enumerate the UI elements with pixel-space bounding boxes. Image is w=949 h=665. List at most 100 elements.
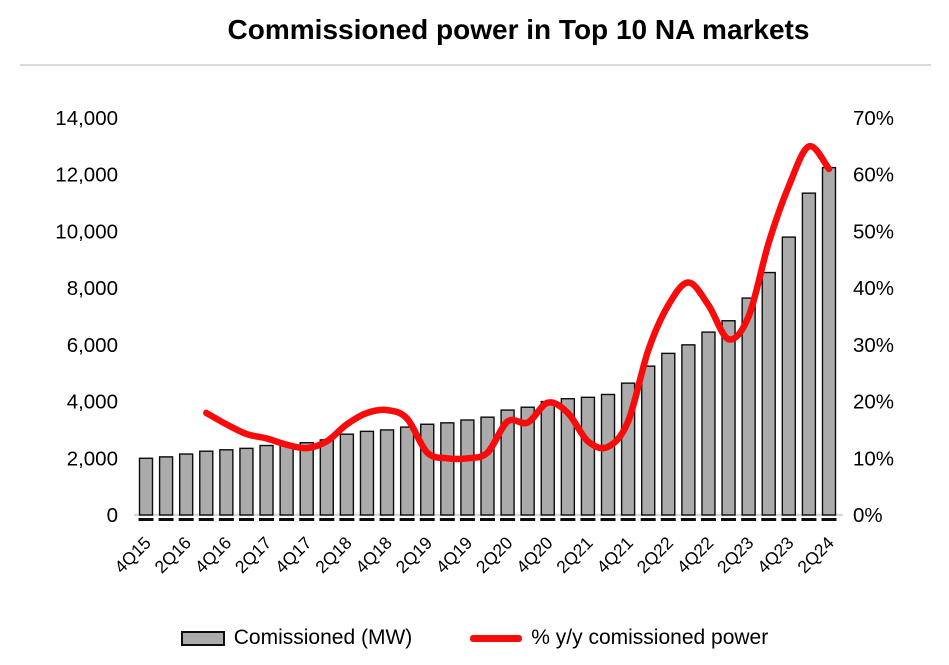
legend-line-label: % y/y comissioned power bbox=[531, 626, 769, 649]
x-axis-tick-dash-2Q23 bbox=[741, 518, 757, 521]
legend-item-yoy: % y/y comissioned power bbox=[470, 626, 768, 650]
x-axis-label-4Q18: 4Q18 bbox=[351, 533, 395, 577]
bar-3Q17 bbox=[279, 443, 294, 516]
title-divider bbox=[20, 64, 931, 66]
bar-2Q21 bbox=[580, 396, 596, 516]
x-axis-label-4Q19: 4Q19 bbox=[432, 533, 476, 577]
bar-4Q23 bbox=[781, 236, 797, 516]
y-axis-left-label-2,000: 2,000 bbox=[67, 447, 118, 470]
x-axis-tick-dash-1Q16 bbox=[158, 518, 174, 521]
x-axis-tick-dash-3Q21 bbox=[600, 518, 616, 521]
y-axis-left-label-0: 0 bbox=[107, 504, 118, 527]
bar-1Q24 bbox=[801, 192, 817, 516]
legend-item-commissioned: Comissioned (MW) bbox=[180, 626, 413, 650]
x-axis-label-2Q18: 2Q18 bbox=[311, 533, 355, 577]
x-axis-tick-dash-3Q17 bbox=[279, 518, 295, 521]
bar-2Q22 bbox=[661, 352, 676, 516]
bar-1Q19 bbox=[399, 426, 415, 516]
bar-1Q18 bbox=[319, 439, 334, 516]
x-axis-tick-dash-2Q16 bbox=[178, 518, 194, 521]
x-axis-tick-dash-3Q18 bbox=[359, 518, 375, 521]
x-axis-tick-dash-4Q15 bbox=[138, 518, 154, 521]
x-axis-label-4Q20: 4Q20 bbox=[512, 532, 557, 577]
x-axis-tick-dash-3Q20 bbox=[520, 518, 536, 521]
bar-4Q20 bbox=[540, 400, 555, 516]
y-axis-right-label-70%: 70% bbox=[853, 107, 894, 130]
x-axis-label-4Q15: 4Q15 bbox=[110, 533, 154, 577]
x-axis-tick-dash-3Q23 bbox=[761, 518, 777, 521]
x-axis-tick-dash-1Q20 bbox=[479, 518, 495, 521]
bar-4Q15 bbox=[138, 457, 154, 516]
x-axis-tick-dash-2Q17 bbox=[259, 518, 275, 521]
bar-3Q20 bbox=[520, 406, 535, 516]
bar-1Q21 bbox=[560, 398, 576, 516]
x-axis-tick-dash-2Q19 bbox=[419, 518, 435, 521]
x-axis-tick-dash-2Q21 bbox=[580, 518, 596, 521]
bar-2Q20 bbox=[500, 409, 515, 516]
bar-1Q16 bbox=[158, 456, 174, 516]
y-axis-left-label-10,000: 10,000 bbox=[55, 220, 118, 243]
bar-2Q18 bbox=[339, 433, 355, 516]
bar-1Q22 bbox=[641, 365, 656, 516]
x-axis-label-2Q19: 2Q19 bbox=[392, 533, 436, 577]
x-axis-tick-dash-3Q16 bbox=[198, 518, 214, 521]
bar-4Q16 bbox=[219, 449, 234, 516]
bar-3Q19 bbox=[440, 422, 455, 516]
chart-title: Commissioned power in Top 10 NA markets bbox=[227, 14, 810, 45]
bar-3Q21 bbox=[600, 393, 616, 516]
x-axis-tick-dash-1Q24 bbox=[801, 518, 817, 521]
x-axis-tick-dash-2Q22 bbox=[660, 518, 676, 521]
y-axis-right-label-40%: 40% bbox=[853, 277, 894, 300]
x-axis-tick-dash-4Q23 bbox=[781, 518, 797, 521]
bar-3Q22 bbox=[681, 344, 696, 516]
x-axis-tick-dash-1Q18 bbox=[319, 518, 335, 521]
bar-2Q17 bbox=[259, 444, 274, 516]
x-axis-tick-dash-1Q23 bbox=[721, 518, 737, 521]
yoy-line bbox=[203, 143, 833, 463]
x-axis-tick-dash-2Q18 bbox=[339, 518, 355, 521]
x-axis-label-2Q17: 2Q17 bbox=[231, 533, 275, 577]
x-axis-tick-dash-1Q19 bbox=[399, 518, 415, 521]
x-axis-label-4Q22: 4Q22 bbox=[673, 533, 717, 577]
bar-1Q23 bbox=[721, 320, 736, 516]
bar-4Q22 bbox=[701, 331, 716, 516]
y-axis-left-label-8,000: 8,000 bbox=[67, 277, 118, 300]
bar-4Q17 bbox=[299, 441, 314, 516]
bar-2Q16 bbox=[178, 453, 194, 516]
x-axis-label-2Q21: 2Q21 bbox=[552, 533, 596, 577]
line-series-swatch-icon bbox=[470, 634, 523, 642]
x-axis-tick-dash-1Q22 bbox=[640, 518, 656, 521]
x-axis-label-2Q16: 2Q16 bbox=[151, 533, 195, 577]
x-axis-label-2Q22: 2Q22 bbox=[633, 533, 677, 577]
y-axis-right-label-0%: 0% bbox=[853, 504, 883, 527]
bar-2Q19 bbox=[420, 423, 435, 516]
x-axis-tick-dash-2Q24 bbox=[821, 518, 837, 521]
x-axis-tick-dash-3Q19 bbox=[439, 518, 455, 521]
x-axis-label-4Q23: 4Q23 bbox=[753, 533, 797, 577]
x-axis-tick-dash-1Q17 bbox=[238, 518, 254, 521]
y-axis-left-label-12,000: 12,000 bbox=[55, 164, 118, 187]
x-axis-tick-dash-4Q17 bbox=[299, 518, 315, 521]
x-axis-tick-dash-4Q16 bbox=[218, 518, 234, 521]
bar-3Q16 bbox=[199, 450, 214, 516]
y-axis-right-label-20%: 20% bbox=[853, 391, 894, 414]
y-axis-right-label-10%: 10% bbox=[853, 447, 894, 470]
y-axis-right-label-60%: 60% bbox=[853, 164, 894, 187]
x-axis-tick-dash-4Q18 bbox=[379, 518, 395, 521]
x-axis-label-4Q21: 4Q21 bbox=[593, 533, 637, 577]
bar-3Q23 bbox=[761, 271, 776, 516]
x-axis-tick-dash-1Q21 bbox=[560, 518, 576, 521]
x-axis-tick-dash-4Q19 bbox=[459, 518, 475, 521]
x-axis-label-2Q23: 2Q23 bbox=[713, 533, 757, 577]
x-axis-label-4Q16: 4Q16 bbox=[191, 533, 235, 577]
x-axis-tick-dash-2Q20 bbox=[500, 518, 516, 521]
chart-legend: Comissioned (MW) % y/y comissioned power bbox=[0, 618, 949, 658]
y-axis-right-label-30%: 30% bbox=[853, 334, 894, 357]
y-axis-left-label-6,000: 6,000 bbox=[67, 334, 118, 357]
x-axis-tick-dash-3Q22 bbox=[680, 518, 696, 521]
y-axis-left-label-4,000: 4,000 bbox=[67, 391, 118, 414]
legend-bar-label: Comissioned (MW) bbox=[233, 626, 413, 649]
bar-4Q18 bbox=[379, 429, 395, 516]
